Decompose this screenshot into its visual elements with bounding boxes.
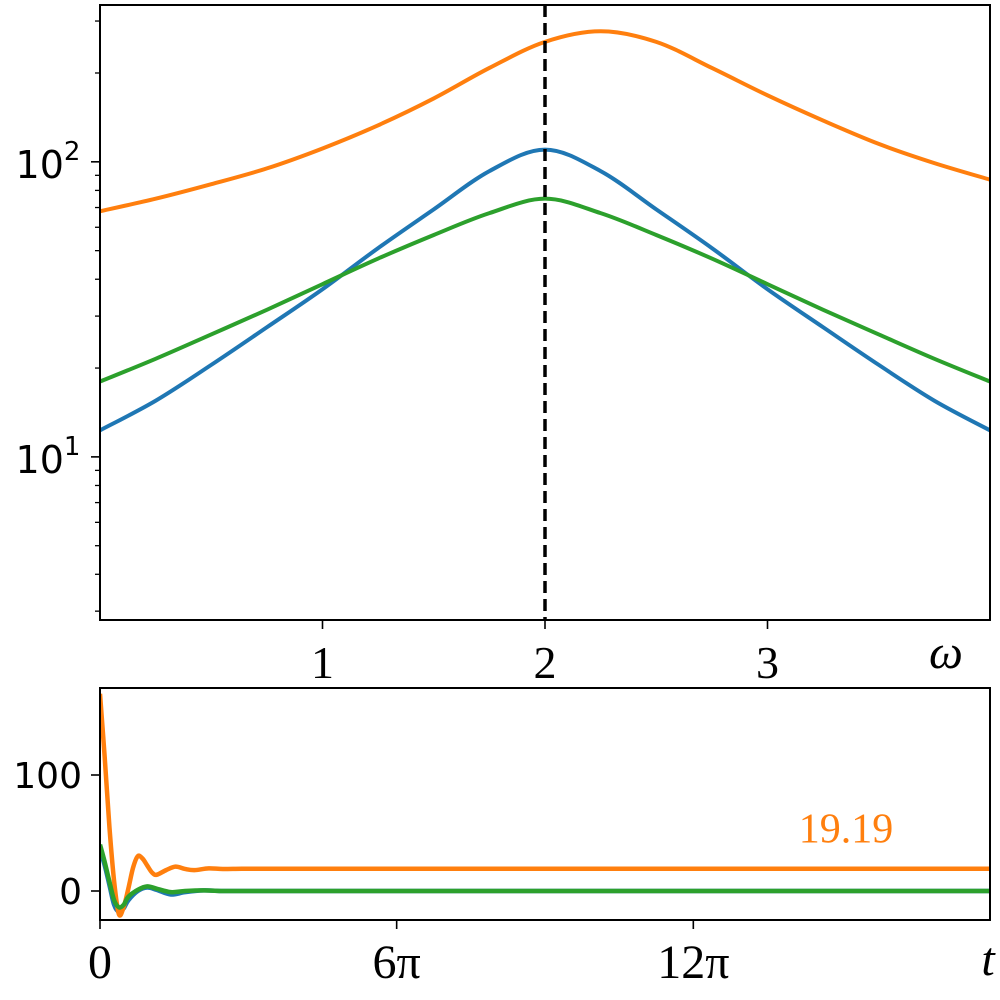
series-line-2 [100, 196, 990, 384]
series-group [100, 693, 990, 918]
x-tick-label: 1 [311, 637, 334, 688]
value-annotation: 19.19 [799, 806, 894, 852]
x-tick-label: 3 [756, 637, 779, 688]
x-axis-label: t [981, 933, 996, 986]
series-line-0 [100, 849, 990, 915]
x-tick-label: 0 [88, 936, 112, 989]
x-tick-label: 12π [657, 936, 729, 989]
x-tick-label: 6π [373, 936, 421, 989]
y-tick-label: 102 [16, 137, 81, 187]
y-tick-label: 101 [16, 432, 81, 482]
y-tick-label: 0 [59, 872, 82, 913]
top-plot-panel: 1 2 3 101 102 ω [16, 4, 991, 688]
series-line-2 [100, 844, 990, 910]
series-line-1 [100, 693, 990, 918]
x-tick-label: 2 [534, 637, 557, 688]
x-axis-label: ω [929, 626, 963, 679]
plot-frame [99, 687, 991, 921]
bottom-plot-panel: 0 6π 12π 0 100 19.19 t [13, 687, 996, 989]
y-tick-label: 100 [13, 756, 82, 797]
